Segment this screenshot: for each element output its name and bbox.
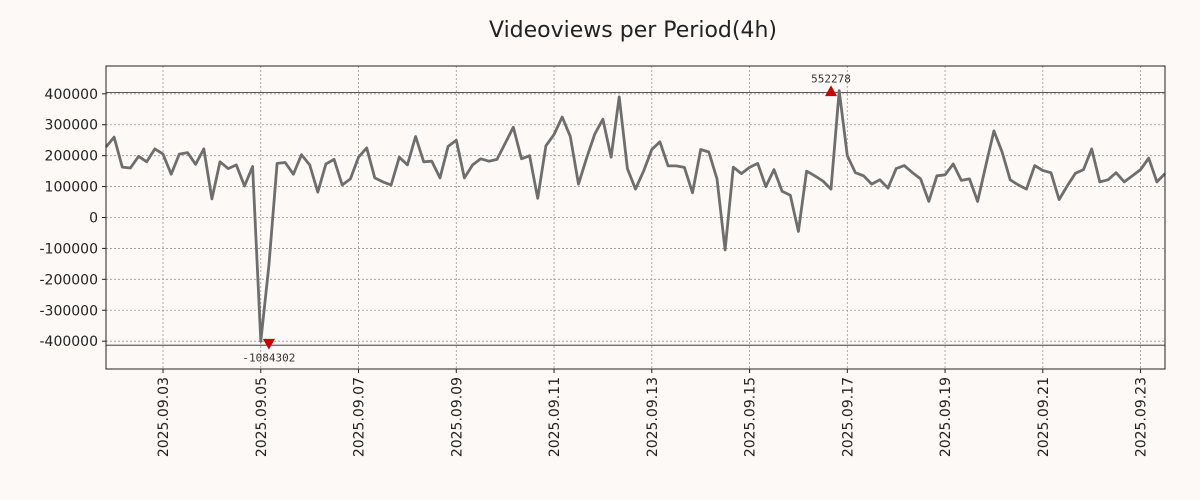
x-tick-label: 2025.09.15: [743, 377, 759, 457]
x-tick-label: 2025.09.07: [352, 377, 368, 457]
series-line-group: [104, 89, 1167, 343]
y-tick-label: 100000: [45, 180, 98, 196]
y-tick-label: 300000: [45, 118, 98, 134]
annotation-group: 552278 -1084302: [242, 73, 850, 365]
y-axis-ticks: 400000 300000 200000 100000 0 -100000 -200000 -…: [40, 87, 106, 350]
chart-title: Videoviews per Period(4h): [489, 18, 777, 43]
plot-frame: [105, 65, 1166, 370]
min-annotation-label: -1084302: [242, 351, 295, 364]
series-line: [104, 89, 1167, 343]
x-axis-ticks: 2025.09.03 2025.09.05 2025.09.07 2025.09.09…: [156, 369, 1150, 457]
x-tick-label: 2025.09.03: [156, 377, 172, 457]
max-annotation-label: 552278: [811, 73, 851, 86]
x-tick-label: 2025.09.11: [547, 377, 563, 457]
y-tick-label: -300000: [40, 303, 99, 319]
y-tick-label: -400000: [40, 334, 99, 350]
x-tick-label: 2025.09.13: [645, 377, 661, 457]
reference-lines: [106, 92, 1165, 346]
y-tick-label: 400000: [45, 87, 98, 103]
x-tick-label: 2025.09.23: [1134, 377, 1150, 457]
max-marker: [825, 85, 838, 97]
min-marker: [262, 338, 275, 350]
y-tick-label: -200000: [40, 272, 99, 288]
y-tick-label: 0: [89, 211, 98, 227]
y-tick-label: 200000: [45, 149, 98, 165]
grid: [106, 66, 1165, 369]
x-tick-label: 2025.09.09: [449, 377, 465, 457]
x-tick-label: 2025.09.17: [840, 377, 856, 457]
x-tick-label: 2025.09.21: [1036, 377, 1052, 457]
x-tick-label: 2025.09.19: [938, 377, 954, 457]
x-tick-label: 2025.09.05: [254, 377, 270, 457]
y-tick-label: -100000: [40, 241, 99, 257]
